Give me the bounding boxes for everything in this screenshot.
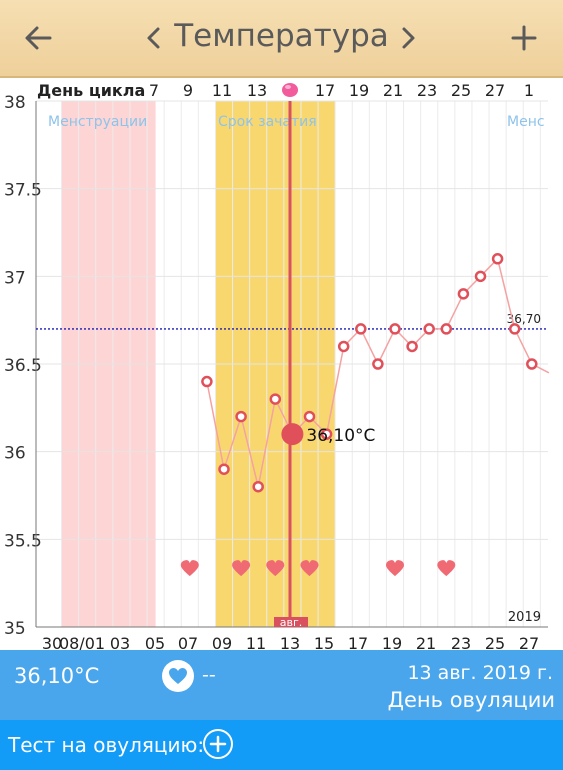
y-tick-label: 36	[4, 444, 26, 464]
selected-date: 13 авг. 2019 г.	[407, 662, 553, 684]
y-tick-label: 35	[4, 619, 26, 639]
y-tick-label: 37.5	[4, 181, 42, 201]
y-tick-label: 35.5	[4, 531, 42, 551]
cycle-day-tick: 1	[524, 81, 534, 100]
prev-button[interactable]	[130, 14, 178, 62]
data-point[interactable]	[252, 480, 264, 493]
year-label: 2019	[508, 610, 541, 625]
heart-icon	[169, 668, 187, 684]
data-point[interactable]	[218, 463, 230, 475]
data-point[interactable]	[526, 358, 538, 370]
selected-temperature[interactable]: 36,10°C	[14, 664, 100, 688]
zone-label: Менструации	[48, 114, 147, 130]
y-tick-label: 37	[4, 268, 26, 288]
heart-icon[interactable]	[300, 560, 319, 577]
plus-circle-icon	[209, 735, 227, 753]
cycle-day-tick: 19	[349, 81, 369, 100]
ovulation-day-icon	[282, 83, 298, 97]
chevron-left-icon	[147, 27, 160, 49]
cycle-day-tick: 9	[183, 81, 193, 100]
data-point[interactable]	[303, 410, 316, 423]
cycle-day-tick: 17	[315, 81, 335, 100]
heart-icon[interactable]	[437, 560, 456, 577]
heart-icon[interactable]	[180, 560, 199, 577]
cycle-day-tick: 25	[451, 81, 471, 100]
app-header: Температура	[0, 0, 563, 78]
data-point[interactable]	[491, 253, 504, 265]
arrow-left-icon	[25, 26, 52, 50]
chevron-right-icon	[402, 27, 415, 49]
x-tick-label: 09	[212, 634, 232, 650]
data-point[interactable]	[372, 358, 384, 370]
add-button[interactable]	[500, 14, 548, 62]
intercourse-button[interactable]	[162, 660, 194, 692]
x-tick-label: 21	[416, 634, 436, 650]
data-point[interactable]	[320, 428, 333, 440]
x-tick-label: 08/01	[59, 634, 105, 650]
page-title: Температура	[174, 18, 389, 54]
intercourse-value: --	[202, 664, 216, 686]
plus-icon	[511, 25, 537, 51]
y-tick-label: 36.5	[4, 356, 42, 376]
zone-label: Менс	[507, 114, 545, 130]
x-tick-label: 27	[519, 634, 539, 650]
x-tick-label: 15	[314, 634, 334, 650]
heart-icon[interactable]	[386, 560, 404, 577]
data-point[interactable]	[269, 393, 282, 405]
x-tick-label: 05	[145, 634, 165, 650]
data-point[interactable]	[355, 323, 367, 335]
month-marker-bg	[274, 617, 308, 627]
heart-icon[interactable]	[266, 560, 285, 577]
ovulation-test-label: Тест на овуляцию:	[8, 733, 205, 757]
selected-data-point[interactable]	[281, 423, 304, 446]
x-tick-label: 25	[485, 634, 505, 650]
data-point[interactable]	[474, 270, 487, 283]
data-point[interactable]	[423, 323, 435, 335]
back-button[interactable]	[14, 14, 62, 62]
x-tick-label: 13	[280, 634, 300, 650]
data-point[interactable]	[406, 340, 418, 353]
ovulation-test-bar: Тест на овуляцию:	[0, 720, 563, 770]
month-marker: авг.	[280, 616, 303, 629]
temperature-chart[interactable]: 38 37.5 37 36.5 36 35.5 35 Менструации Срок зача…	[0, 78, 563, 650]
ovulation-day-icon-shine	[285, 85, 291, 89]
add-ovulation-test-button[interactable]	[203, 729, 233, 759]
zone-label: Срок зачатия	[218, 114, 317, 130]
x-tick-label: 23	[451, 634, 471, 650]
x-tick-label: 19	[382, 634, 402, 650]
cycle-phase: День овуляции	[387, 688, 555, 712]
x-tick-label: 17	[348, 634, 368, 650]
x-tick-label: 11	[246, 634, 266, 650]
cycle-day-tick: 23	[417, 81, 437, 100]
heart-icon[interactable]	[232, 560, 251, 577]
y-tick-label: 38	[4, 93, 26, 113]
data-point[interactable]	[201, 375, 213, 388]
x-tick-label: 07	[178, 634, 198, 650]
cycle-day-tick: 7	[149, 81, 159, 100]
data-point[interactable]	[235, 410, 247, 423]
cycle-day-tick: 13	[247, 81, 267, 100]
data-point[interactable]	[457, 288, 470, 300]
cycle-day-label: День цикла	[37, 81, 145, 100]
data-point[interactable]	[440, 323, 453, 335]
data-point[interactable]	[508, 323, 521, 335]
cycle-day-tick: 27	[485, 81, 505, 100]
coverline-label: 36,70	[507, 312, 541, 326]
data-point[interactable]	[389, 323, 401, 335]
selected-day-panel: 36,10°C -- 13 авг. 2019 г. День овуляции	[0, 650, 563, 720]
data-point[interactable]	[337, 340, 350, 353]
x-tick-label: 03	[110, 634, 130, 650]
cycle-day-tick: 21	[383, 81, 403, 100]
selected-value-label: 36,10°C	[306, 426, 375, 446]
chart-svg[interactable]: 38 37.5 37 36.5 36 35.5 35 Менструации Срок зача…	[0, 78, 563, 650]
x-tick-label: 30	[42, 634, 62, 650]
cycle-day-tick: 11	[212, 81, 232, 100]
next-button[interactable]	[384, 14, 432, 62]
